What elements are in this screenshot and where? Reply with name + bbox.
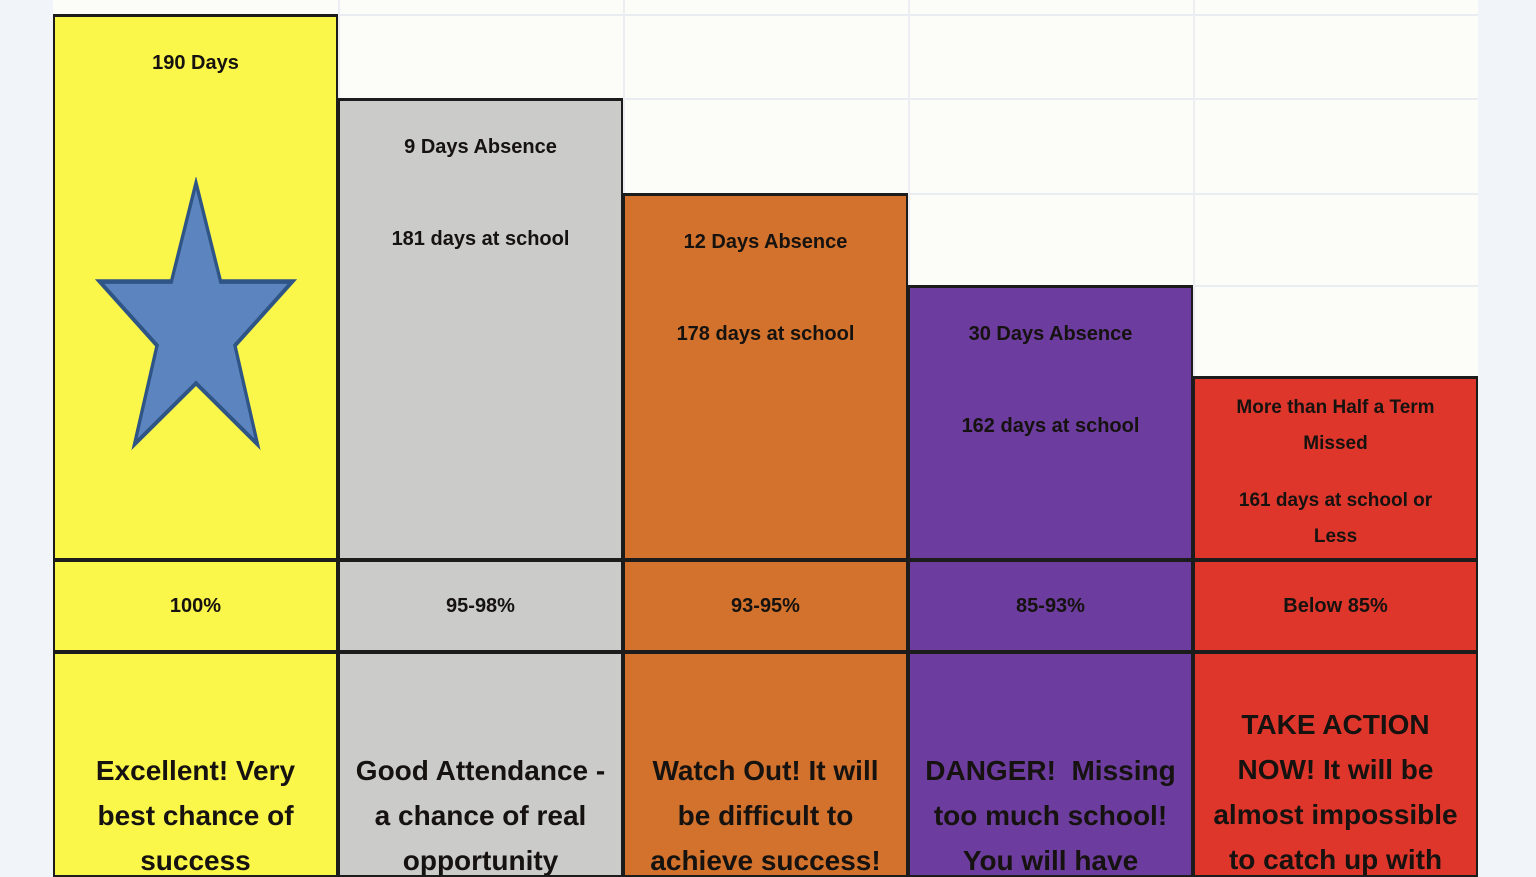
percent-band-label: Below 85% xyxy=(1193,560,1478,652)
attendance-column-excellent: 190 Days 100% Excellent! Very best chanc… xyxy=(53,0,338,877)
percent-text: 95-98% xyxy=(446,594,515,617)
percent-band-label: 95-98% xyxy=(338,560,623,652)
days-at-school-label: 161 days at school or Less xyxy=(1238,490,1433,547)
message-text: Excellent! Very best chance of success xyxy=(53,652,338,877)
days-at-school-label: 178 days at school xyxy=(676,323,855,345)
absence-days-label: More than Half a Term Missed xyxy=(1236,397,1435,454)
absence-days-label: 12 Days Absence xyxy=(683,231,848,253)
percent-text: 100% xyxy=(169,594,222,617)
absence-days-label: 9 Days Absence xyxy=(404,136,557,158)
percent-band-label: 85-93% xyxy=(908,560,1193,652)
attendance-column-good: 9 Days Absence 181 days at school 95-98%… xyxy=(338,0,623,877)
percent-text: 93-95% xyxy=(731,594,800,617)
attendance-column-danger: 30 Days Absence 162 days at school 85-93… xyxy=(908,0,1193,877)
gridline xyxy=(53,98,1478,100)
bar-segment-good: 9 Days Absence 181 days at school xyxy=(338,98,623,560)
absence-days-label: 30 Days Absence xyxy=(968,323,1133,345)
days-label: 190 Days xyxy=(152,52,239,74)
bar-segment-watch-out: 12 Days Absence 178 days at school xyxy=(623,193,908,560)
star-icon xyxy=(93,177,298,453)
attendance-column-take-action: More than Half a Term Missed 161 days at… xyxy=(1193,0,1478,877)
bar-segment-take-action: More than Half a Term Missed 161 days at… xyxy=(1193,376,1478,560)
message-text: DANGER! Missing too much school! You wil… xyxy=(908,652,1193,877)
bar-segment-danger: 30 Days Absence 162 days at school xyxy=(908,285,1193,560)
attendance-column-watch-out: 12 Days Absence 178 days at school 93-95… xyxy=(623,0,908,877)
percent-band-label: 100% xyxy=(53,560,338,652)
gridline xyxy=(53,14,1478,16)
days-at-school-label: 181 days at school xyxy=(391,228,570,250)
message-text: Watch Out! It will be difficult to achie… xyxy=(623,652,908,877)
attendance-columns: 190 Days 100% Excellent! Very best chanc… xyxy=(53,0,1478,877)
percent-text: Below 85% xyxy=(1283,594,1388,617)
message-text: Good Attendance - a chance of real oppor… xyxy=(338,652,623,877)
percent-band-label: 93-95% xyxy=(623,560,908,652)
days-at-school-label: 162 days at school xyxy=(961,415,1140,437)
bar-segment-excellent: 190 Days xyxy=(53,14,338,560)
message-text: TAKE ACTION NOW! It will be almost impos… xyxy=(1193,652,1478,877)
percent-text: 85-93% xyxy=(1016,594,1085,617)
